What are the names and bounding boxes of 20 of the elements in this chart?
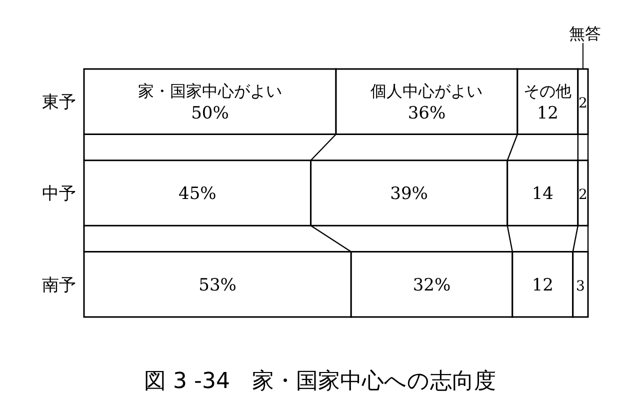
data-label: 53% <box>198 275 236 296</box>
y-tick-label: 中予 <box>42 184 76 204</box>
series-label: 家・国家中心がよい <box>138 82 282 101</box>
data-label: 12 <box>536 104 558 124</box>
data-label: 45% <box>178 184 216 204</box>
series-label: 個人中心がよい <box>370 82 483 101</box>
data-label: 32% <box>412 275 451 296</box>
data-label: 50% <box>191 104 229 124</box>
data-label: 3 <box>576 278 585 294</box>
text: 図 3 -34 家・国家中心への志向度 <box>144 369 496 394</box>
y-tick-label: 東予 <box>42 92 76 113</box>
series-label: 無答 <box>568 24 601 43</box>
legend-label: その他 <box>524 82 572 101</box>
y-tick-label: 南予 <box>42 275 76 296</box>
data-label: 2 <box>578 187 588 203</box>
data-label: 2 <box>578 96 588 112</box>
data-label: 39% <box>390 184 428 204</box>
data-label: 36% <box>408 104 446 124</box>
data-label: 14 <box>532 184 554 204</box>
data-label: 12 <box>532 275 554 296</box>
